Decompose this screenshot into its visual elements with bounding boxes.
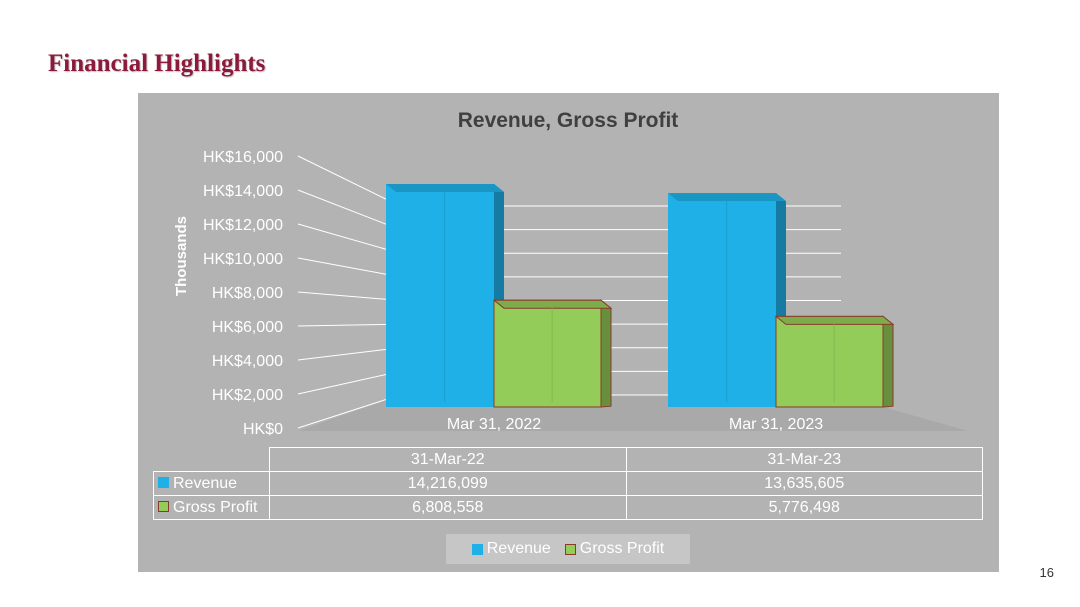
data-table-row-revenue: Revenue 14,216,099 13,635,605 [153,471,983,496]
y-tick-label: HK$14,000 [203,183,283,200]
y-tick-label: HK$8,000 [212,285,283,302]
legend-label-gross-profit: Gross Profit [579,540,665,557]
gross-profit-bar-side [600,299,612,408]
chart-plot: HK$0 HK$2,000 HK$4,000 HK$6,000 HK$8,000 HK$1… [173,109,968,438]
data-table-header-row: 31-Mar-22 31-Mar-23 [153,447,983,472]
chart-area: HK$0 HK$2,000 HK$4,000 HK$6,000 HK$8,000 HK$1… [138,93,999,572]
gross-profit-bar-front [493,299,602,408]
data-table-cell: 13,635,605 [625,471,983,496]
y-tick-label: HK$10,000 [203,251,283,268]
data-table-col-2023: 31-Mar-23 [625,447,983,472]
gross-profit-bar-top [492,299,613,309]
y-axis-label: Thousands [173,216,190,296]
chart-legend: Revenue Gross Profit [446,534,690,564]
y-tick-label: HK$12,000 [203,217,283,234]
x-category-label: Mar 31, 2022 [447,416,541,433]
legend-swatch-gross-profit-icon [564,543,576,555]
chart-title: Revenue, Gross Profit [458,109,679,132]
y-tick-guide [297,370,401,395]
y-tick-label: HK$2,000 [212,387,283,404]
y-tick-guide [297,223,401,254]
legend-item-revenue: Revenue [471,540,551,558]
data-table-cell: 5,776,498 [625,495,983,520]
data-table-col-2022: 31-Mar-22 [269,447,627,472]
legend-label-revenue: Revenue [486,540,551,557]
slide-title: Financial Highlights [48,50,266,77]
y-tick-label: HK$4,000 [212,353,283,370]
y-tick-guide [297,347,401,361]
data-table-row-gross-profit: Gross Profit 6,808,558 5,776,498 [153,495,983,520]
y-tick-guide [297,189,401,231]
revenue-bar-front [668,193,776,407]
data-table-row-label: Revenue [153,471,270,496]
revenue-swatch-icon [158,476,169,488]
y-tick-label: HK$6,000 [212,319,283,336]
x-category-label: Mar 31, 2023 [729,416,823,433]
revenue-bar-front [386,184,494,407]
data-table-cell: 14,216,099 [269,471,627,496]
y-tick-guide [297,394,401,429]
y-tick-guide [297,291,401,301]
data-table-row-label: Gross Profit [153,495,270,520]
page-number: 16 [1039,565,1054,580]
data-table-corner [153,447,270,472]
data-table: 31-Mar-22 31-Mar-23 Revenue 14,216,099 1… [153,447,983,520]
legend-swatch-revenue-icon [471,543,483,555]
revenue-bar-top [668,193,786,202]
row-label-revenue: Revenue [173,474,238,492]
y-tick-label: HK$16,000 [203,149,283,166]
gross-profit-swatch-icon [158,500,169,512]
gross-profit-bar-front [775,315,884,408]
revenue-bar-top [386,184,504,192]
y-tick-guide [297,323,401,327]
row-label-gross-profit: Gross Profit [173,498,258,516]
gross-profit-bar-top [774,315,895,325]
y-tick-guide [297,257,401,278]
y-tick-label: HK$0 [243,421,283,438]
y-tick-guide [297,155,401,207]
legend-item-gross-profit: Gross Profit [564,540,665,558]
gross-profit-bar-side [882,315,894,408]
data-table-cell: 6,808,558 [269,495,627,520]
